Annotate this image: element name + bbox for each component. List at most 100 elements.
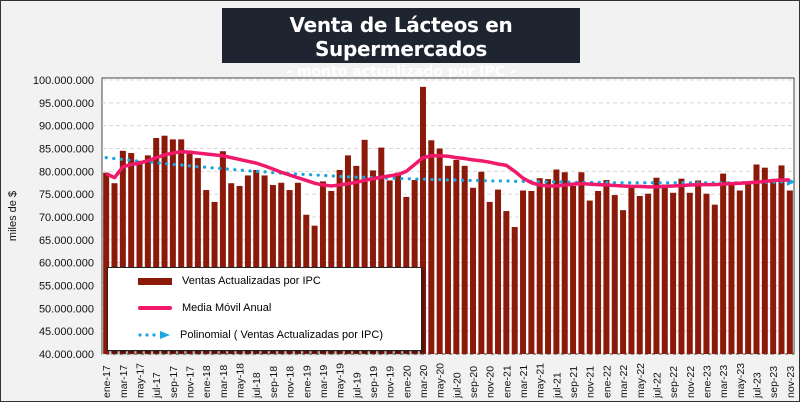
x-tick-label: may-19 <box>335 363 347 398</box>
x-tick-label: jul-19 <box>351 372 363 399</box>
bar-jul-18 <box>253 169 260 354</box>
x-tick-label: jul-21 <box>551 372 563 399</box>
x-tick-label: ene-19 <box>301 365 313 398</box>
y-tick-label: 60.000.000 <box>39 258 94 270</box>
bar-oct-19 <box>378 147 385 354</box>
x-tick-label: may-17 <box>135 363 147 398</box>
title-box: Venta de Lácteos en Supermercados - mont… <box>222 8 580 80</box>
bar-nov-22 <box>686 192 693 354</box>
legend-label: Media Móvil Anual <box>182 302 272 314</box>
x-tick-label: nov-18 <box>285 366 297 398</box>
bar-ago-23 <box>761 167 768 354</box>
legend-swatch-trend <box>138 331 170 339</box>
bar-mar-21 <box>520 190 527 354</box>
x-tick-label: mar-22 <box>618 365 630 398</box>
bar-dic-17 <box>194 158 201 354</box>
bar-may-21 <box>536 178 543 354</box>
bar-ago-17 <box>161 135 168 354</box>
bar-jul-19 <box>353 165 360 354</box>
bar-jul-20 <box>453 159 460 354</box>
bar-abr-22 <box>628 185 635 354</box>
bar-jun-22 <box>645 193 652 354</box>
bar-mar-22 <box>620 210 627 354</box>
bar-may-20 <box>436 148 443 354</box>
bar-mar-23 <box>720 173 727 354</box>
bar-oct-23 <box>778 165 785 354</box>
x-tick-label: sep-23 <box>768 366 780 398</box>
bar-ene-17 <box>103 172 110 354</box>
x-tick-label: mar-19 <box>318 365 330 398</box>
legend-swatch-line <box>138 306 172 310</box>
chart-title: Venta de Lácteos en Supermercados <box>289 13 513 61</box>
legend-label: Polinomial ( Ventas Actualizadas por IPC… <box>180 329 383 341</box>
bar-sep-21 <box>570 185 577 354</box>
x-tick-label: nov-22 <box>685 366 697 398</box>
x-tick-label: mar-17 <box>118 365 130 398</box>
x-tick-label: nov-21 <box>585 366 597 398</box>
bar-feb-22 <box>611 195 618 354</box>
y-tick-label: 55.000.000 <box>39 281 94 293</box>
bar-ene-23 <box>703 193 710 354</box>
bar-jun-17 <box>144 155 151 354</box>
chart-subtitle: - monto actualizado por IPC - <box>286 64 516 80</box>
x-tick-label: jul-22 <box>651 372 663 399</box>
x-tick-label: mar-20 <box>418 365 430 398</box>
x-tick-label: ene-21 <box>501 365 513 398</box>
bar-ago-20 <box>461 165 468 354</box>
x-tick-label: may-20 <box>435 363 447 398</box>
bar-abr-23 <box>728 184 735 354</box>
x-tick-label: sep-19 <box>368 366 380 398</box>
bar-ago-22 <box>661 184 668 354</box>
bar-may-23 <box>736 190 743 354</box>
x-tick-label: sep-22 <box>668 366 680 398</box>
x-tick-label: jul-18 <box>251 372 263 399</box>
x-tick-label: sep-17 <box>168 366 180 398</box>
x-tick-label: nov-17 <box>185 366 197 398</box>
bar-abr-20 <box>428 140 435 354</box>
bar-sep-20 <box>470 187 477 354</box>
bar-dic-20 <box>495 189 502 354</box>
bar-dic-19 <box>394 172 401 354</box>
y-tick-label: 45.000.000 <box>39 326 94 338</box>
bar-nov-20 <box>486 201 493 354</box>
bar-dic-21 <box>595 190 602 354</box>
bar-may-19 <box>336 169 343 354</box>
legend-item-polinomial: Polinomial ( Ventas Actualizadas por IPC… <box>138 328 383 342</box>
bar-ago-19 <box>361 139 368 354</box>
x-tick-label: sep-20 <box>468 366 480 398</box>
bar-ago-21 <box>561 172 568 354</box>
x-tick-label: mar-18 <box>218 365 230 398</box>
bar-nov-23 <box>786 190 793 354</box>
bar-jul-17 <box>153 137 160 354</box>
legend-item-ventas: Ventas Actualizadas por IPC <box>138 274 321 288</box>
y-tick-label: 75.000.000 <box>39 189 94 201</box>
y-tick-label: 50.000.000 <box>39 303 94 315</box>
x-tick-label: sep-18 <box>268 366 280 398</box>
x-tick-label: jul-17 <box>151 372 163 399</box>
bar-jul-21 <box>553 169 560 354</box>
y-tick-label: 65.000.000 <box>39 235 94 247</box>
x-tick-label: ene-20 <box>401 365 413 398</box>
x-tick-label: ene-22 <box>601 365 613 398</box>
x-tick-label: may-18 <box>235 363 247 398</box>
bar-ene-21 <box>503 211 510 354</box>
bar-ene-22 <box>603 180 610 354</box>
x-tick-label: ene-18 <box>201 365 213 398</box>
bar-sep-23 <box>770 180 777 354</box>
y-tick-label: 85.000.000 <box>39 144 94 156</box>
x-tick-label: mar-23 <box>718 365 730 398</box>
x-tick-label: may-21 <box>535 363 547 398</box>
bar-oct-21 <box>578 172 585 354</box>
y-tick-label: 80.000.000 <box>39 166 94 178</box>
bar-jun-20 <box>444 165 452 354</box>
x-tick-label: mar-21 <box>518 365 530 398</box>
bar-sep-22 <box>670 192 677 354</box>
y-tick-label: 40.000.000 <box>39 349 94 361</box>
bar-oct-20 <box>478 171 485 354</box>
x-tick-label: sep-21 <box>568 366 580 398</box>
x-tick-label: ene-17 <box>101 365 113 398</box>
x-tick-label: ene-23 <box>701 365 713 398</box>
x-tick-label: nov-20 <box>485 366 497 398</box>
bar-jul-22 <box>653 177 660 354</box>
bar-sep-19 <box>369 170 376 354</box>
